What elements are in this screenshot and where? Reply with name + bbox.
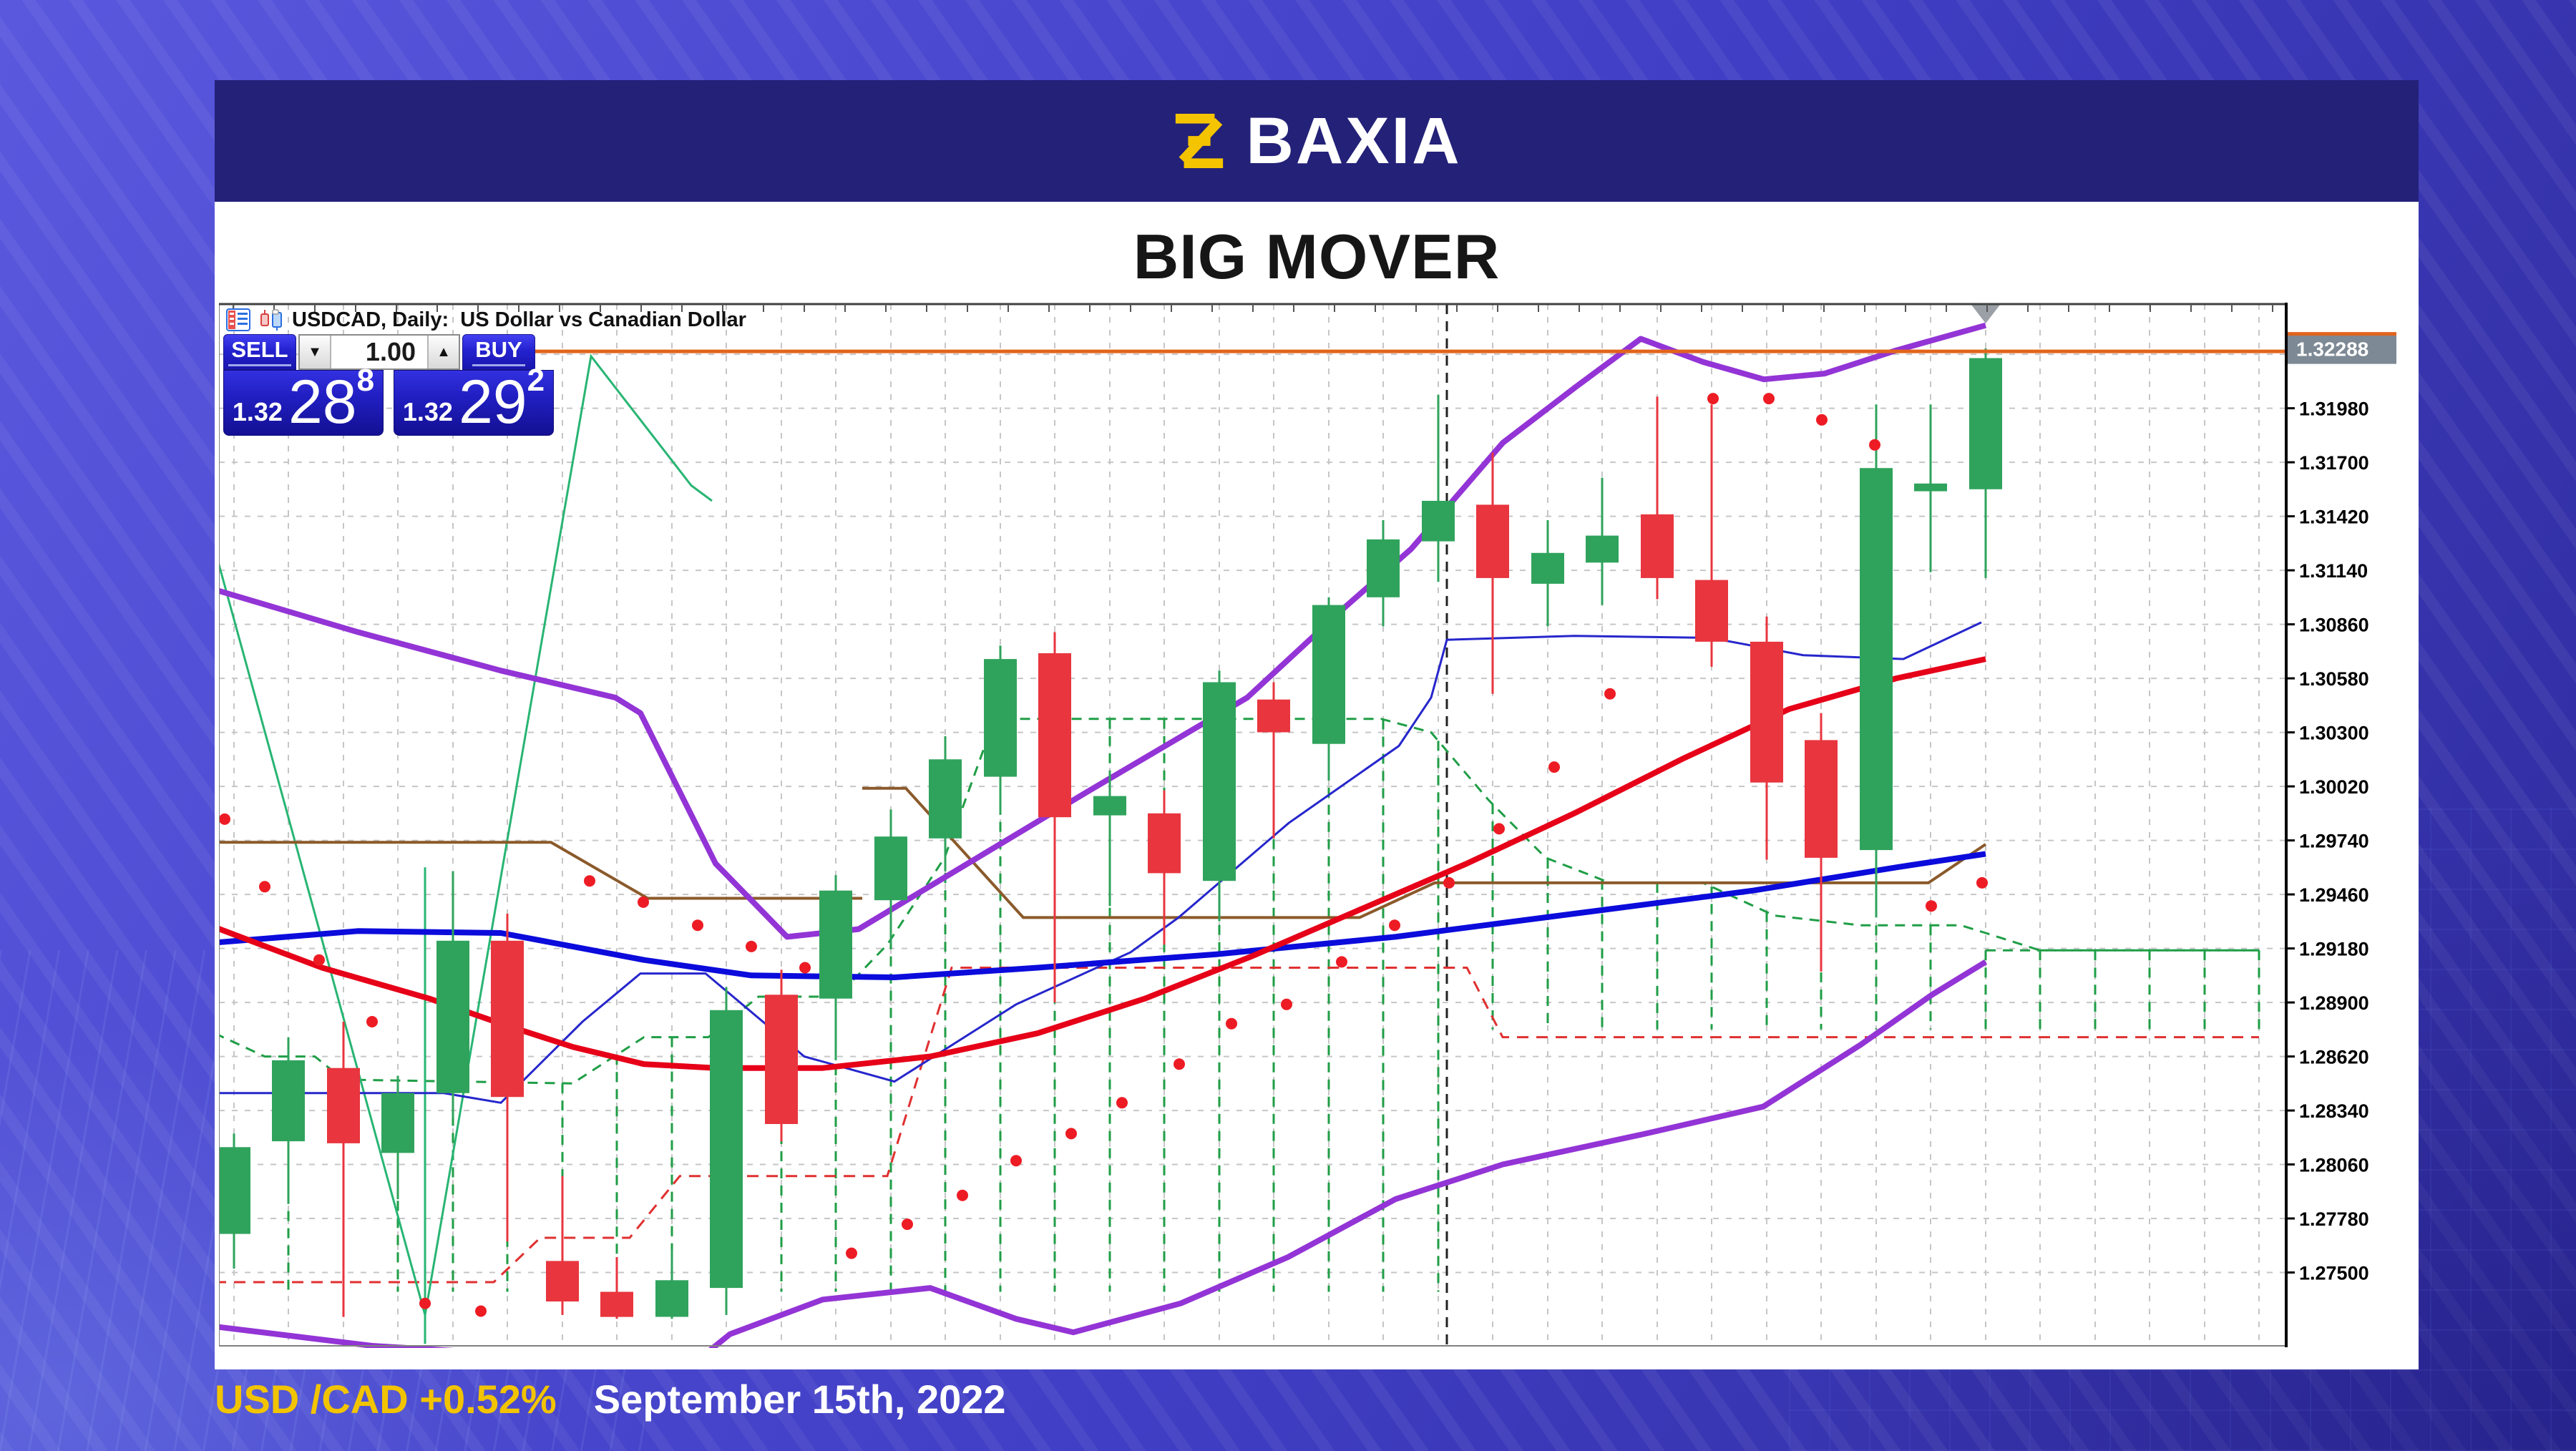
sell-price-small: 1.32 bbox=[232, 397, 283, 426]
price-chart[interactable]: 1.31980 1.31700 1.31420 1.31140 1.30860 1.305… bbox=[219, 303, 2416, 1348]
volume-input[interactable] bbox=[331, 336, 427, 368]
one-click-trading-panel: SELL ▼ ▲ BUY 1.32 28 8 bbox=[223, 334, 554, 436]
price-axis: 1.31980 1.31700 1.31420 1.31140 1.30860 1.305… bbox=[2285, 303, 2416, 1348]
svg-text:1.29740: 1.29740 bbox=[2299, 831, 2369, 852]
sell-button-label: SELL bbox=[228, 338, 291, 366]
svg-text:1.30020: 1.30020 bbox=[2299, 776, 2369, 798]
buy-price-quote[interactable]: 1.32 29 2 bbox=[394, 365, 554, 437]
svg-text:1.30580: 1.30580 bbox=[2299, 668, 2369, 690]
sell-price-pip: 8 bbox=[356, 363, 375, 398]
svg-text:1.32288: 1.32288 bbox=[2296, 338, 2368, 361]
sar-dots-layer bbox=[219, 393, 1988, 1317]
buy-price-small: 1.32 bbox=[402, 397, 453, 426]
candle-chart-icon bbox=[260, 309, 282, 331]
volume-stepper: ▼ ▲ bbox=[298, 334, 460, 370]
svg-text:1.28340: 1.28340 bbox=[2299, 1100, 2369, 1122]
buy-button[interactable]: BUY bbox=[462, 334, 535, 370]
dashed-red-layer bbox=[219, 967, 2259, 1284]
chart-titlebar: USDCAD, Daily: US Dollar vs Canadian Dol… bbox=[226, 306, 746, 333]
candles-layer bbox=[219, 348, 2002, 1319]
caption-date: September 15th, 2022 bbox=[593, 1377, 1006, 1422]
svg-text:1.29180: 1.29180 bbox=[2299, 939, 2369, 960]
top-marker-layer bbox=[1971, 305, 2000, 323]
promo-card: BAXIA BIG MOVER 1.31980 1.31700 1.31420 1.3… bbox=[215, 80, 2419, 1369]
chart-symbol-title: USDCAD, Daily: US Dollar vs Canadian Dol… bbox=[292, 308, 746, 331]
volume-decrease-button[interactable]: ▼ bbox=[300, 336, 331, 368]
svg-text:1.28900: 1.28900 bbox=[2299, 992, 2369, 1014]
quotes-list-icon bbox=[226, 308, 250, 331]
svg-text:1.30300: 1.30300 bbox=[2299, 723, 2369, 744]
caption: USD /CAD +0.52% September 15th, 2022 bbox=[215, 1376, 1006, 1422]
svg-text:1.28060: 1.28060 bbox=[2299, 1155, 2369, 1176]
svg-text:1.27500: 1.27500 bbox=[2299, 1263, 2369, 1284]
sell-price-big: 28 bbox=[288, 368, 357, 437]
brand-header: BAXIA bbox=[215, 80, 2419, 202]
brand-name: BAXIA bbox=[1246, 104, 1462, 177]
svg-text:1.31980: 1.31980 bbox=[2299, 399, 2369, 420]
gann-layer bbox=[219, 786, 1987, 919]
sell-price-quote[interactable]: 1.32 28 8 bbox=[223, 365, 384, 437]
svg-text:1.31420: 1.31420 bbox=[2299, 507, 2369, 528]
page-title: BIG MOVER bbox=[1133, 221, 1501, 292]
buy-price-pip: 2 bbox=[527, 363, 545, 398]
svg-text:1.31140: 1.31140 bbox=[2299, 560, 2368, 582]
svg-text:1.27780: 1.27780 bbox=[2299, 1208, 2369, 1230]
zigzag-layer bbox=[219, 353, 713, 1344]
order-panel-top-row: SELL ▼ ▲ BUY bbox=[223, 334, 554, 370]
caption-pair-change: USD /CAD +0.52% bbox=[215, 1377, 557, 1422]
svg-text:1.30860: 1.30860 bbox=[2299, 615, 2369, 636]
current-price-tag: 1.32288 bbox=[2288, 332, 2396, 364]
buy-button-label: BUY bbox=[472, 338, 525, 366]
sell-button[interactable]: SELL bbox=[223, 334, 296, 370]
svg-text:1.28620: 1.28620 bbox=[2299, 1047, 2369, 1068]
baxia-logo-icon bbox=[1176, 113, 1224, 169]
svg-text:1.29460: 1.29460 bbox=[2299, 884, 2369, 906]
order-panel-price-row: 1.32 28 8 1.32 29 2 bbox=[223, 365, 554, 437]
buy-price-big: 29 bbox=[458, 368, 527, 437]
trading-chart-frame: 1.31980 1.31700 1.31420 1.31140 1.30860 1.305… bbox=[219, 303, 2416, 1348]
svg-text:1.31700: 1.31700 bbox=[2299, 452, 2369, 474]
volume-increase-button[interactable]: ▲ bbox=[427, 336, 459, 368]
